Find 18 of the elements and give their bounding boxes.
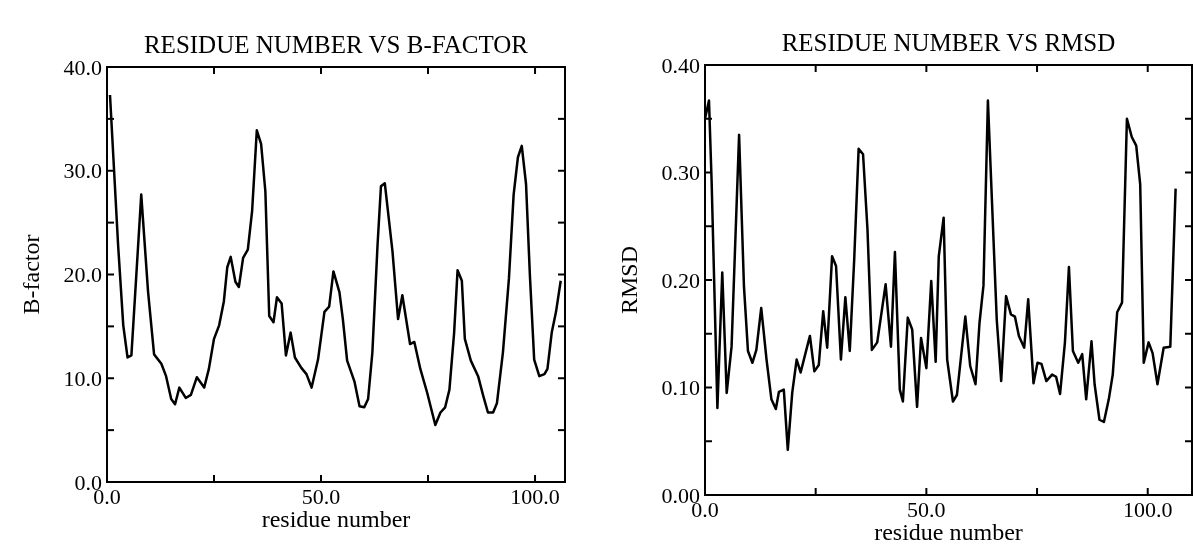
y-tick-label: 0.20 (661, 267, 700, 293)
y-tick-label: 0.40 (661, 52, 700, 78)
y-tick-label: 40.0 (63, 54, 102, 80)
y-axis-title: RMSD (616, 245, 642, 315)
y-tick-label: 30.0 (63, 158, 102, 184)
chart-title: RESIDUE NUMBER VS RMSD (781, 29, 1116, 56)
x-tick-label: 100.0 (1122, 497, 1173, 522)
x-tick-label: 100.0 (510, 484, 560, 509)
y-tick-label: 20.0 (63, 262, 102, 288)
chart-title: RESIDUE NUMBER VS B-FACTOR (143, 31, 529, 58)
x-axis-title: residue number (261, 506, 411, 532)
y-tick-label: 10.0 (63, 365, 102, 391)
x-tick-label: 50.0 (907, 497, 946, 522)
x-tick-label: 50.0 (301, 484, 341, 509)
y-tick-label: 0.10 (661, 375, 700, 401)
y-tick-label: 0.30 (661, 160, 700, 186)
y-axis-title: B-factor (18, 234, 44, 315)
x-axis-title: residue number (874, 519, 1023, 545)
